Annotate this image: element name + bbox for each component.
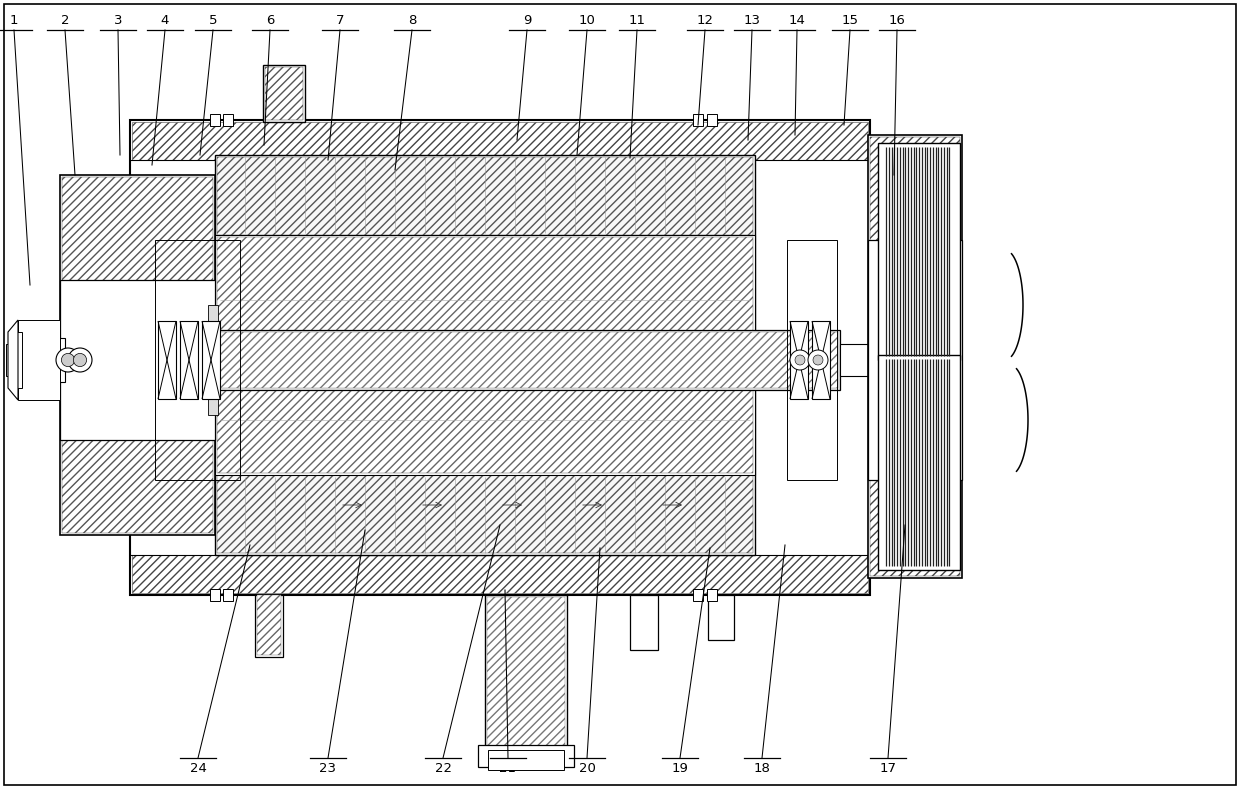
Text: 11: 11 bbox=[629, 14, 646, 27]
Bar bbox=[157, 321, 176, 399]
Text: 5: 5 bbox=[208, 14, 217, 27]
Bar bbox=[707, 589, 717, 601]
Text: 16: 16 bbox=[889, 14, 905, 27]
Text: 13: 13 bbox=[744, 14, 760, 27]
Bar bbox=[208, 305, 218, 415]
Bar bbox=[265, 67, 303, 120]
Bar bbox=[839, 344, 960, 376]
Bar bbox=[180, 321, 198, 399]
Circle shape bbox=[62, 353, 74, 367]
Text: 7: 7 bbox=[336, 14, 345, 27]
Bar bbox=[10, 338, 64, 382]
Text: 12: 12 bbox=[697, 14, 713, 27]
Bar bbox=[878, 355, 960, 570]
Circle shape bbox=[790, 350, 810, 370]
Bar bbox=[131, 555, 868, 593]
Bar bbox=[485, 595, 567, 755]
Bar bbox=[215, 235, 755, 475]
Text: 4: 4 bbox=[161, 14, 169, 27]
Bar bbox=[223, 589, 233, 601]
Bar bbox=[878, 143, 960, 360]
Bar bbox=[263, 65, 305, 122]
Bar bbox=[787, 240, 837, 480]
Bar bbox=[130, 330, 839, 390]
Bar bbox=[630, 595, 658, 650]
Text: 6: 6 bbox=[265, 14, 274, 27]
Bar bbox=[217, 157, 753, 235]
Circle shape bbox=[808, 350, 828, 370]
Bar bbox=[708, 595, 734, 640]
Bar bbox=[812, 321, 830, 399]
Text: 21: 21 bbox=[500, 762, 517, 775]
Text: 8: 8 bbox=[408, 14, 417, 27]
Text: 9: 9 bbox=[523, 14, 531, 27]
Bar bbox=[210, 589, 219, 601]
Bar bbox=[202, 321, 219, 399]
Text: 2: 2 bbox=[61, 14, 69, 27]
Bar bbox=[487, 597, 565, 753]
Text: 19: 19 bbox=[672, 762, 688, 775]
Bar bbox=[130, 120, 870, 595]
Bar bbox=[6, 344, 14, 376]
Circle shape bbox=[813, 355, 823, 365]
Text: 18: 18 bbox=[754, 762, 770, 775]
Text: 17: 17 bbox=[879, 762, 897, 775]
Bar bbox=[215, 155, 755, 555]
Bar bbox=[868, 240, 962, 480]
Bar bbox=[707, 114, 717, 126]
Bar bbox=[255, 595, 283, 657]
Bar bbox=[223, 114, 233, 126]
Bar bbox=[489, 750, 564, 770]
Circle shape bbox=[56, 348, 81, 372]
Bar bbox=[131, 332, 838, 388]
Circle shape bbox=[73, 353, 87, 367]
Bar bbox=[131, 122, 868, 160]
Text: 15: 15 bbox=[842, 14, 858, 27]
Text: 22: 22 bbox=[434, 762, 451, 775]
Bar bbox=[19, 320, 60, 400]
Bar bbox=[217, 475, 753, 553]
Bar bbox=[257, 595, 281, 655]
Bar bbox=[870, 137, 960, 576]
Polygon shape bbox=[7, 320, 19, 400]
Bar bbox=[693, 589, 703, 601]
Circle shape bbox=[795, 355, 805, 365]
Bar bbox=[477, 745, 574, 767]
Bar bbox=[60, 175, 215, 535]
Bar bbox=[7, 332, 22, 388]
Bar bbox=[210, 114, 219, 126]
Circle shape bbox=[68, 348, 92, 372]
Bar bbox=[790, 321, 808, 399]
Text: 3: 3 bbox=[114, 14, 123, 27]
Text: 23: 23 bbox=[320, 762, 336, 775]
Text: 10: 10 bbox=[579, 14, 595, 27]
Text: 14: 14 bbox=[789, 14, 806, 27]
Bar bbox=[62, 177, 213, 533]
Bar bbox=[217, 237, 753, 473]
Text: 20: 20 bbox=[579, 762, 595, 775]
Bar bbox=[155, 240, 241, 480]
Bar bbox=[693, 114, 703, 126]
Text: 1: 1 bbox=[10, 14, 19, 27]
Text: 24: 24 bbox=[190, 762, 206, 775]
Bar bbox=[60, 280, 215, 440]
Bar bbox=[868, 135, 962, 578]
